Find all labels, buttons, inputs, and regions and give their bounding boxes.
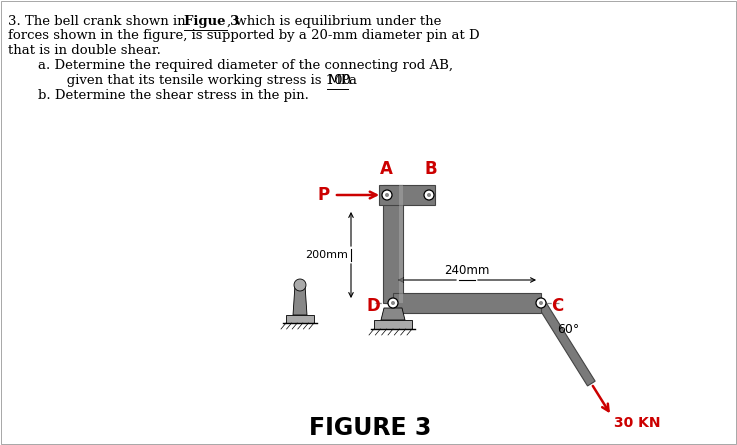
Polygon shape [286, 315, 314, 323]
Text: P: P [318, 186, 330, 204]
Circle shape [427, 193, 431, 197]
Polygon shape [537, 301, 595, 386]
Circle shape [391, 301, 395, 305]
Text: .: . [348, 74, 352, 87]
Text: FIGURE 3: FIGURE 3 [309, 416, 431, 440]
Text: forces shown in the figure, is supported by a 20-mm diameter pin at D: forces shown in the figure, is supported… [8, 29, 480, 43]
Polygon shape [293, 285, 307, 315]
Circle shape [388, 298, 398, 308]
Text: that is in double shear.: that is in double shear. [8, 44, 161, 57]
Polygon shape [374, 320, 412, 329]
Text: 60°: 60° [557, 323, 579, 336]
Text: , which is equilibrium under the: , which is equilibrium under the [227, 15, 441, 28]
Text: 240mm: 240mm [444, 264, 489, 277]
Text: A: A [380, 160, 392, 178]
Polygon shape [399, 185, 403, 303]
Circle shape [424, 190, 434, 200]
Polygon shape [393, 293, 541, 313]
Text: 30 KN: 30 KN [615, 416, 661, 430]
Circle shape [294, 279, 306, 291]
Text: C: C [551, 297, 563, 315]
Circle shape [536, 298, 546, 308]
Circle shape [382, 190, 392, 200]
Polygon shape [383, 185, 403, 303]
Circle shape [539, 301, 543, 305]
Text: b. Determine the shear stress in the pin.: b. Determine the shear stress in the pin… [38, 89, 309, 101]
Text: B: B [425, 160, 437, 178]
Text: D: D [366, 297, 380, 315]
Text: 200mm: 200mm [305, 250, 348, 260]
Polygon shape [379, 185, 435, 205]
Circle shape [385, 193, 389, 197]
Polygon shape [381, 308, 405, 320]
Text: a. Determine the required diameter of the connecting rod AB,: a. Determine the required diameter of th… [38, 60, 453, 73]
Text: given that its tensile working stress is 100: given that its tensile working stress is… [54, 74, 355, 87]
Text: MPa: MPa [327, 74, 357, 87]
Text: 3. The bell crank shown in: 3. The bell crank shown in [8, 15, 190, 28]
Text: Figue 3: Figue 3 [184, 15, 240, 28]
